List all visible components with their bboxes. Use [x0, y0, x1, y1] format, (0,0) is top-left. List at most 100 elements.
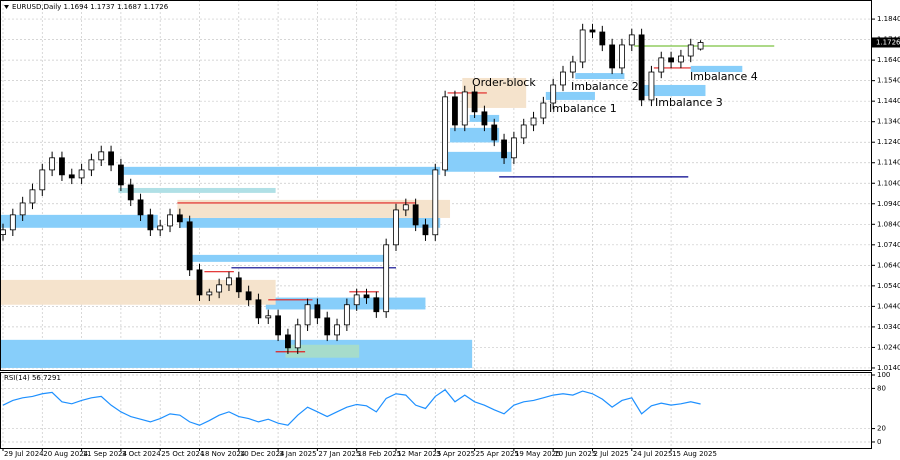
candle-body — [88, 159, 95, 171]
candle-body — [9, 214, 16, 231]
candle-body — [579, 29, 586, 63]
candle-body — [393, 209, 399, 246]
candle-body — [520, 124, 527, 139]
annotation: Order-block — [472, 76, 536, 89]
x-tick-label: 24 Jul 2025 — [633, 450, 673, 458]
x-tick-label: 2 Jul 2025 — [593, 450, 628, 458]
y-tick-label: 1.0140 — [877, 364, 900, 372]
candle-body — [530, 117, 537, 126]
candle-body — [383, 244, 390, 313]
y-tick-label: 20 — [877, 425, 886, 433]
annotation: Imbalance 2 — [571, 80, 639, 93]
zone — [265, 297, 426, 310]
zone — [0, 279, 276, 305]
candle-body — [422, 224, 429, 236]
candle-body — [334, 324, 340, 336]
y-tick-label: 1.1840 — [877, 15, 900, 23]
candle-body — [314, 304, 321, 319]
rsi-panel-frame — [0, 372, 872, 449]
x-tick-label: 3 Oct 2024 — [122, 450, 161, 458]
zone — [285, 344, 360, 358]
zone — [445, 151, 512, 172]
candle-body — [402, 204, 409, 211]
zone — [545, 91, 595, 100]
rsi-title: RSI(14) 56.7291 — [4, 374, 61, 382]
x-tick-label: 29 Jul 2024 — [4, 450, 44, 458]
candle-body — [619, 44, 625, 69]
zone — [575, 73, 625, 80]
candle-body — [39, 169, 46, 191]
x-tick-label: 27 Jan 2025 — [318, 450, 360, 458]
x-tick-label: 11 Sep 2024 — [83, 450, 128, 458]
y-tick-label: 80 — [877, 384, 886, 392]
y-tick-label: 1.0540 — [877, 282, 900, 290]
candle-body — [589, 29, 596, 33]
candle-body — [98, 151, 105, 161]
candle-body — [19, 202, 26, 216]
y-tick-label: 1.1240 — [877, 138, 900, 146]
x-tick-label: 18 Nov 2024 — [200, 450, 245, 458]
zone — [118, 187, 276, 193]
zone — [179, 217, 441, 228]
zone — [0, 214, 158, 228]
candle-body — [68, 174, 75, 179]
candle-body — [255, 299, 262, 319]
candle-body — [452, 96, 458, 126]
candle-body — [412, 204, 419, 226]
x-tick-label: 25 Oct 2024 — [161, 450, 205, 458]
candle-body — [157, 225, 164, 231]
x-tick-label: 3 Apr 2025 — [436, 450, 475, 458]
candle-body — [49, 157, 56, 171]
candle-body — [363, 294, 370, 299]
candle-body — [196, 269, 203, 296]
candle-body — [550, 84, 557, 104]
candle-body — [560, 71, 566, 86]
candle-body — [235, 277, 242, 293]
candle-body — [373, 297, 380, 313]
x-tick-label: 19 May 2025 — [515, 450, 561, 458]
candle-body — [275, 315, 281, 336]
x-tick-label: 20 Aug 2024 — [43, 450, 88, 458]
y-tick-label: 100 — [877, 371, 890, 379]
candle-body — [501, 139, 507, 159]
candle-body — [658, 57, 665, 73]
x-tick-label: 10 Dec 2024 — [240, 450, 285, 458]
candle-body — [29, 189, 36, 204]
rsi-line — [2, 388, 701, 426]
candle-body — [491, 124, 498, 141]
candle-body — [59, 157, 65, 176]
candle-body — [137, 199, 144, 216]
candle-body — [226, 277, 232, 286]
candle-body — [609, 44, 616, 69]
candle-body — [245, 291, 252, 301]
candle-body — [461, 91, 468, 126]
y-tick-label: 1.0240 — [877, 343, 900, 351]
y-tick-label: 1.1140 — [877, 159, 900, 167]
candle-body — [648, 71, 655, 101]
candle-body — [0, 229, 6, 235]
candle-body — [127, 184, 134, 201]
candle-body — [167, 214, 173, 227]
x-tick-label: 18 Feb 2025 — [358, 450, 402, 458]
candle-body — [628, 34, 635, 46]
candle-body — [206, 291, 213, 296]
candle-body — [216, 284, 223, 293]
candle-body — [687, 44, 694, 57]
y-tick-label: 1.1540 — [877, 77, 900, 85]
candle-body — [471, 91, 478, 113]
annotation: Imbalance 1 — [549, 102, 617, 115]
zone — [118, 166, 441, 175]
chart-title: EURUSD,Daily 1.1694 1.1737 1.1687 1.1726 — [12, 3, 169, 11]
candle-body — [668, 57, 674, 63]
candle-body — [285, 334, 291, 349]
x-tick-label: 12 Mar 2025 — [397, 450, 441, 458]
candle-body — [343, 304, 350, 326]
candle-body — [117, 164, 124, 186]
y-tick-label: 1.0740 — [877, 241, 900, 249]
plot-layer: Order-block Imbalance 2 Imbalance 1 Imbalan… — [0, 0, 875, 451]
candle-body — [678, 55, 684, 63]
candle-body — [432, 169, 439, 236]
menu-arrow[interactable] — [4, 5, 9, 9]
y-tick-label: 1.1640 — [877, 56, 900, 64]
